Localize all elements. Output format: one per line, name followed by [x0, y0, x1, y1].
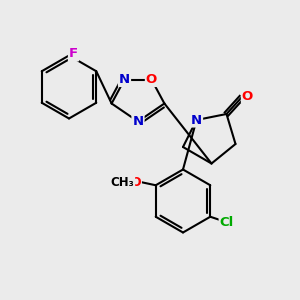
Text: CH₃: CH₃	[111, 176, 135, 189]
Text: O: O	[146, 73, 157, 86]
Text: N: N	[132, 115, 144, 128]
Text: N: N	[191, 113, 202, 127]
Text: N: N	[119, 73, 130, 86]
Text: F: F	[69, 47, 78, 61]
Text: Cl: Cl	[220, 216, 234, 229]
Text: O: O	[130, 176, 141, 189]
Text: O: O	[242, 89, 253, 103]
